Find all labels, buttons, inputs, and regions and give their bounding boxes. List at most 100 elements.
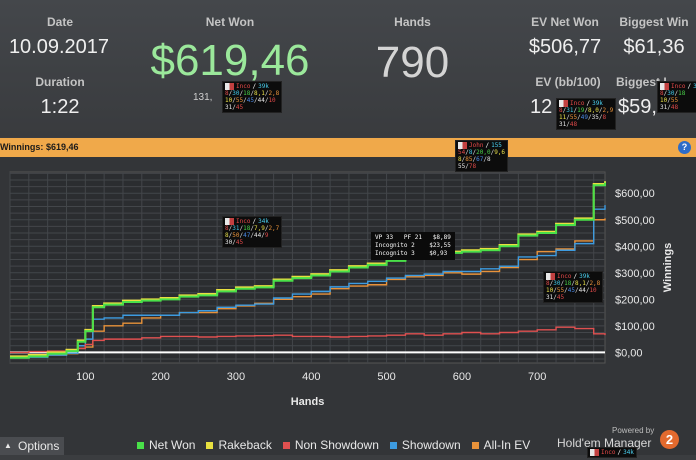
legend-swatch	[137, 441, 144, 449]
legend-item[interactable]: Non Showdown	[282, 438, 379, 452]
options-button[interactable]: ▲ Options	[0, 437, 64, 455]
hud-stat-value: 8	[660, 90, 664, 97]
hud-stat-value: 30	[667, 90, 675, 97]
hud-stat-value: 45	[567, 287, 575, 294]
duration-value: 1:22	[40, 96, 80, 118]
hud-stat-value: 8	[546, 280, 550, 287]
biggest-win-label: Biggest Win	[619, 15, 689, 29]
hud-stat-row: 31/48	[559, 121, 578, 128]
legend-item[interactable]: Showdown	[389, 438, 461, 452]
hud-stat-row: 11/55/49/35/8	[559, 114, 607, 121]
legend-swatch	[389, 441, 397, 449]
hud-stat-row: 8/30/18/8,1/2,8	[546, 280, 601, 287]
hud-stat-value: 8	[486, 156, 491, 163]
chart-tooltip: VP 33 PF 21 $8,89 Incognito 2 $23,55 Inc…	[371, 232, 455, 260]
hud-stat-value: 55	[556, 287, 565, 294]
hud-stat-value: 8	[468, 149, 473, 156]
hud-hands: 34k	[258, 218, 269, 225]
y-tick-label: $300,00	[615, 268, 655, 280]
winnings-label: Winnings:	[0, 142, 44, 152]
hud-stat-value: 2,7	[268, 225, 280, 232]
hud-stat-value: 49	[580, 114, 588, 121]
hud-stat-value: 2,8	[268, 90, 280, 97]
hud-stat-value: 10	[589, 287, 597, 294]
hud-stat-row: 10/55/45/44/10	[546, 287, 597, 294]
hud-stat-value: 10	[225, 97, 233, 104]
legend-item[interactable]: Rakeback	[206, 438, 272, 452]
x-tick-label: 500	[377, 371, 395, 383]
winnings-value: $619,46	[45, 142, 79, 152]
brand-name: Hold'em Manager	[557, 436, 652, 450]
legend-label: All-In EV	[483, 438, 531, 452]
hud-stat-value: 7,9	[253, 225, 265, 232]
ev-bb-value: 12	[530, 96, 553, 118]
x-tick-label: 300	[227, 371, 245, 383]
hud-player-name: John	[469, 142, 484, 149]
options-label: Options	[18, 439, 60, 453]
series-line-non-showdown	[10, 326, 606, 354]
hud-popup[interactable]: John/155 54/8/20,0/9,6 8/85/67/8 55/78	[455, 140, 509, 172]
net-won-label: Net Won	[205, 15, 255, 29]
chevron-up-icon: ▲	[4, 441, 12, 450]
net-won-value: $619,46	[150, 36, 310, 85]
hud-stat-value: 31	[559, 121, 567, 128]
hud-player-name: Inco	[236, 83, 251, 90]
hud-stat-value: 30	[232, 90, 240, 97]
hud-popup[interactable]: Inco/39k 8/31/19/8,0/2,9 11/55/49/35/8 31/4…	[556, 98, 617, 130]
y-tick-label: $400,00	[615, 241, 655, 253]
x-tick-label: 700	[528, 371, 546, 383]
hud-stat-row: 8/85/67/8	[458, 156, 491, 163]
help-icon[interactable]: ?	[678, 141, 691, 154]
hud-stat-value: 8,1	[253, 90, 265, 97]
hud-player-name: Inco	[236, 218, 251, 225]
ev-bb-label: EV (bb/100)	[535, 75, 601, 89]
date-label: Date	[46, 15, 73, 29]
ev-net-won-label: EV Net Won	[531, 15, 599, 29]
hud-stat-value: 31	[660, 104, 668, 111]
hud-stat-value: 8	[225, 90, 229, 97]
hud-stat-value: 54	[458, 149, 466, 156]
hud-stat-value: 55	[458, 163, 466, 170]
hud-stat-row: 10/55	[660, 97, 679, 104]
winnings-chart[interactable]: 100 200 300 400 500 600 700 $0,00 $100,00 $200,00…	[0, 157, 696, 455]
hud-stat-value: 18	[243, 90, 251, 97]
hud-popup[interactable]: Inco/39k 8/30/18/8,1/2,8 10/55/45/44/10 31/…	[222, 81, 283, 113]
legend-swatch	[471, 441, 479, 449]
hud-stat-value: 67	[476, 156, 484, 163]
hud-stat-value: 8	[559, 107, 563, 114]
y-axis-label: Winnings	[662, 243, 674, 292]
hud-popup[interactable]: Inco/39k 8/30/18/8,1/2,8 10/55/45/44/10 31/…	[543, 271, 604, 303]
series-line-net-won	[10, 182, 606, 359]
hud-hands: 39k	[258, 83, 269, 90]
legend-item[interactable]: All-In EV	[471, 438, 531, 452]
hud-stat-value: 30	[553, 280, 561, 287]
chart-area: 100 200 300 400 500 600 700 $0,00 $100,00 $200,00…	[0, 157, 696, 455]
hud-stat-value: 50	[232, 232, 240, 239]
x-axis-label: Hands	[291, 396, 325, 408]
hud-stat-row: 8/31/18/7,9/2,7	[225, 225, 280, 232]
hud-stat-row: 31/45	[546, 294, 565, 301]
hud-stat-value: 10	[546, 287, 554, 294]
net-won-sub: 131,	[193, 92, 213, 103]
cards-icon	[546, 273, 555, 280]
hud-popup[interactable]: Inco/34k	[587, 447, 637, 458]
hud-hands: 39k	[579, 273, 590, 280]
hud-stat-value: 18	[243, 225, 251, 232]
legend-label: Showdown	[401, 438, 461, 452]
series-line-showdown	[10, 205, 606, 359]
hud-hands: 39k	[592, 100, 603, 107]
hud-player-name: Inco	[671, 83, 686, 90]
hud-hands: 155	[491, 142, 502, 149]
hud-player-name: Inco	[557, 273, 572, 280]
legend-swatch	[282, 441, 290, 449]
hud-stat-value: 19	[577, 107, 585, 114]
hud-stat-value: 10	[268, 97, 276, 104]
hud-stat-row: 8/30/18	[660, 90, 686, 97]
hud-stat-value: 45	[235, 104, 244, 111]
legend-item[interactable]: Net Won	[137, 438, 195, 452]
legend-swatch	[206, 441, 214, 449]
hud-popup[interactable]: Inco/34k 8/31/18/7,9/2,7 8/50/47/44/9 30/45	[222, 216, 283, 248]
hud-stat-value: 2,9	[602, 107, 614, 114]
cards-icon	[559, 100, 568, 107]
